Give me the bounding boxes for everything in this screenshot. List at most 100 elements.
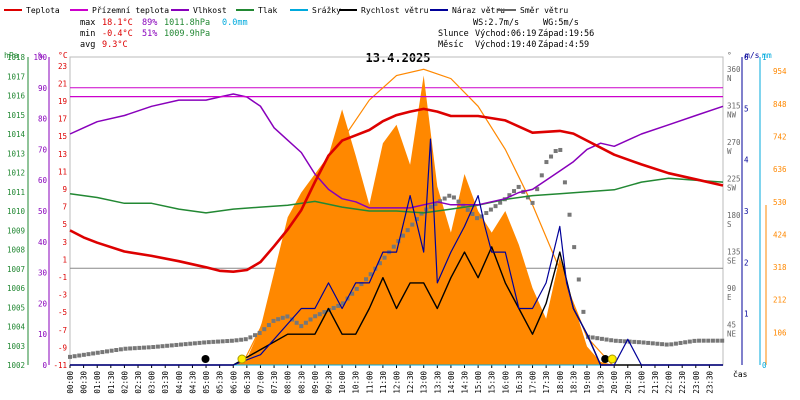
x-tick-label: 19:30 — [597, 371, 606, 394]
wind-direction-point — [95, 350, 100, 355]
x-tick-label: 00:30 — [80, 371, 89, 394]
direction-tick-number: 45 — [727, 321, 736, 330]
hpa-tick-label: 1004 — [7, 323, 26, 332]
wind-direction-point — [660, 342, 665, 347]
wind-direction-point — [280, 315, 285, 320]
pct-tick-label: 0 — [42, 361, 47, 370]
x-tick-label: 20:30 — [624, 371, 633, 394]
x-tick-label: 01:00 — [93, 371, 102, 394]
solar-tick-label: 530 — [773, 198, 787, 207]
unit-deg: ° — [727, 51, 732, 60]
x-tick-label: 09:00 — [311, 371, 320, 394]
series-line-tlak — [69, 177, 724, 214]
wind-direction-point — [151, 345, 156, 350]
wind-direction-point — [340, 301, 345, 306]
x-tick-label: 05:00 — [202, 371, 211, 394]
stats-min-label: min — [80, 29, 95, 39]
direction-tick-number: 90 — [727, 284, 737, 293]
x-tick-label: 08:30 — [297, 371, 306, 394]
wind-direction-point — [368, 272, 373, 277]
hpa-tick-label: 1005 — [7, 303, 25, 312]
direction-tick-letter: N — [727, 74, 732, 83]
wind-direction-point — [438, 199, 443, 204]
direction-tick-number: 225 — [727, 175, 741, 184]
solar-tick-label: 318 — [773, 263, 787, 272]
wind-direction-point — [206, 340, 211, 345]
pct-tick-label: 20 — [38, 299, 48, 308]
wind-direction-point — [72, 354, 77, 359]
moonrise-text: Východ:19:40 — [475, 40, 536, 50]
hpa-tick-label: 1009 — [7, 226, 25, 235]
wind-direction-point — [91, 351, 96, 356]
temp-tick-label: 23 — [58, 62, 67, 71]
wind-direction-point — [197, 340, 202, 345]
x-tick-label: 22:30 — [678, 371, 687, 394]
wind-speed-info: WS:2.7m/s — [473, 18, 519, 28]
temp-tick-label: -11 — [53, 361, 67, 370]
hpa-tick-label: 1002 — [7, 361, 25, 370]
stats-min-hum: 51% — [142, 29, 157, 39]
wind-direction-point — [493, 204, 498, 209]
wind-direction-point — [243, 337, 248, 342]
axis-units: hPa % °C ° m/s mm — [4, 51, 772, 60]
wind-direction-point — [673, 341, 678, 346]
hpa-tick-label: 1018 — [7, 53, 26, 62]
wind-direction-point — [105, 349, 110, 354]
wind-direction-point — [655, 341, 660, 346]
x-tick-label: 19:00 — [583, 371, 592, 394]
unit-degc: °C — [58, 51, 68, 60]
wind-direction-point — [419, 211, 424, 216]
wind-tick-label: 3 — [744, 207, 749, 216]
wind-direction-point — [137, 345, 142, 350]
temp-tick-label: -1 — [58, 273, 67, 282]
wind-direction-point — [174, 342, 179, 347]
wind-direction-point — [160, 344, 165, 349]
wind-direction-point — [179, 342, 184, 347]
x-tick-label: 21:30 — [651, 371, 660, 394]
hpa-tick-label: 1008 — [7, 246, 26, 255]
hpa-tick-label: 1011 — [7, 188, 25, 197]
pct-tick-label: 40 — [38, 238, 48, 247]
wind-direction-point — [294, 320, 299, 325]
temp-tick-label: 19 — [58, 97, 67, 106]
wind-direction-point — [539, 173, 544, 178]
wind-direction-point — [581, 309, 586, 314]
temp-tick-label: 1 — [62, 255, 67, 264]
wind-tick-label: 2 — [744, 258, 749, 267]
direction-tick-number: 270 — [727, 138, 741, 147]
direction-tick-letter: NW — [727, 111, 737, 120]
wind-direction-point — [401, 233, 406, 238]
wind-direction-point — [414, 217, 419, 222]
x-tick-label: 10:30 — [352, 371, 361, 394]
sun-label: Slunce — [438, 29, 469, 39]
series-line-n-raz-v-tru — [70, 138, 723, 366]
temp-tick-label: 17 — [58, 115, 67, 124]
wind-direction-point — [595, 336, 600, 341]
pct-tick-label: 10 — [38, 330, 48, 339]
x-tick-label: 18:00 — [556, 371, 565, 394]
wind-direction-point — [687, 339, 692, 344]
wind-direction-point — [359, 282, 364, 287]
x-tick-label: 06:30 — [243, 371, 252, 394]
wind-direction-point — [599, 336, 604, 341]
wind-direction-point — [202, 340, 207, 345]
series-line-teplota — [69, 107, 724, 273]
wind-direction-point — [618, 339, 623, 344]
solar-tick-label: 424 — [773, 230, 787, 239]
wind-direction-point — [609, 338, 614, 343]
x-tick-label: 06:00 — [229, 371, 238, 394]
x-tick-label: 04:30 — [188, 371, 197, 394]
wind-direction-point — [239, 337, 244, 342]
wind-direction-point — [544, 160, 549, 165]
wind-direction-point — [535, 187, 540, 192]
legend-label-7: Směr větru — [520, 6, 568, 15]
moonrise-marker — [601, 355, 610, 363]
wind-direction-point — [405, 228, 410, 233]
x-tick-label: 05:30 — [216, 371, 225, 394]
x-tick-label: 11:00 — [365, 371, 374, 394]
stats-min-press: 1009.9hPa — [164, 29, 210, 39]
wind-direction-point — [530, 200, 535, 205]
legend-label-3: Tlak — [258, 6, 277, 15]
stats-min-temp: -0.4°C — [102, 29, 133, 39]
direction-tick-letter: NE — [727, 330, 737, 339]
